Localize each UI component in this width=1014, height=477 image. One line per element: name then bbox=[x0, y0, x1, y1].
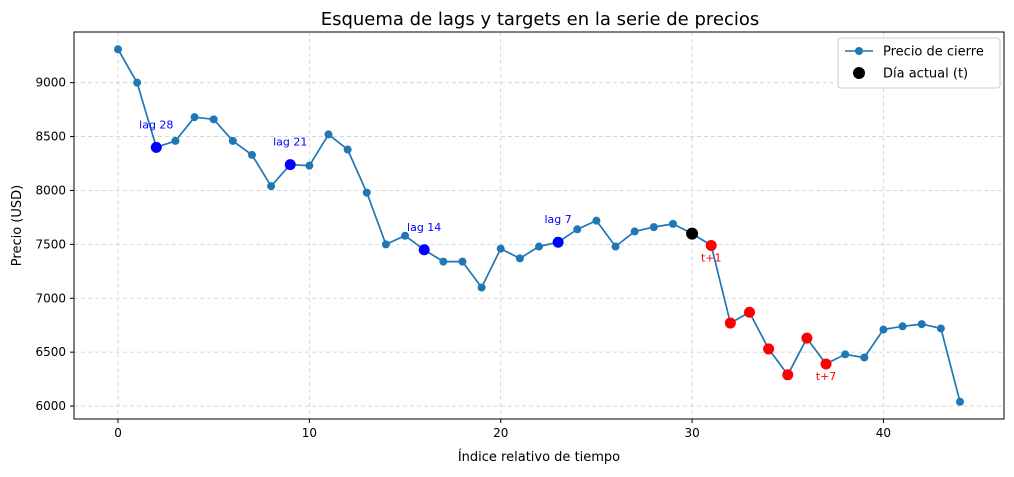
data-point bbox=[305, 161, 314, 170]
target-marker bbox=[743, 306, 755, 318]
target-marker bbox=[801, 332, 813, 344]
legend-box bbox=[837, 37, 1001, 89]
lag-marker bbox=[284, 159, 296, 171]
data-point bbox=[573, 225, 582, 234]
legend-label-current: Día actual (t) bbox=[883, 67, 968, 82]
data-point bbox=[439, 257, 448, 266]
data-point bbox=[381, 240, 390, 249]
legend-current-marker bbox=[853, 67, 865, 79]
target-label: t+7 bbox=[816, 370, 837, 383]
lag-marker bbox=[552, 236, 564, 248]
target-marker bbox=[724, 317, 736, 329]
data-point bbox=[343, 145, 352, 154]
target-marker bbox=[782, 369, 794, 381]
target-marker bbox=[705, 239, 717, 251]
data-point bbox=[936, 324, 945, 333]
y-tick-label: 9000 bbox=[35, 76, 66, 90]
x-tick-label: 30 bbox=[684, 426, 699, 440]
data-point bbox=[228, 136, 237, 145]
y-axis-label: Precio (USD) bbox=[10, 185, 25, 266]
legend-label-price: Precio de cierre bbox=[883, 45, 984, 60]
plot-frame bbox=[73, 31, 1005, 420]
y-tick-label: 6500 bbox=[35, 345, 66, 359]
data-point bbox=[841, 350, 850, 359]
lag-label: lag 14 bbox=[407, 221, 441, 234]
legend: Precio de cierre Día actual (t) bbox=[837, 37, 1001, 89]
lag-marker bbox=[418, 244, 430, 256]
data-point bbox=[324, 130, 333, 139]
data-point bbox=[535, 242, 543, 251]
data-point bbox=[247, 150, 256, 159]
data-point bbox=[190, 113, 199, 122]
data-point bbox=[955, 397, 964, 406]
data-point bbox=[458, 257, 467, 266]
y-tick-label: 8000 bbox=[35, 183, 66, 197]
data-point bbox=[515, 254, 524, 263]
y-tick-label: 6000 bbox=[35, 399, 66, 413]
x-axis-label: Índice relativo de tiempo bbox=[458, 449, 620, 465]
target-marker bbox=[820, 358, 832, 370]
data-point bbox=[496, 244, 505, 253]
lag-label: lag 7 bbox=[544, 213, 571, 226]
data-point bbox=[401, 231, 410, 240]
data-point bbox=[649, 223, 658, 232]
y-tick-label: 7000 bbox=[35, 291, 66, 305]
chart-title: Esquema de lags y targets en la serie de… bbox=[321, 9, 760, 30]
x-tick-label: 20 bbox=[493, 426, 508, 440]
x-tick-label: 0 bbox=[114, 426, 122, 440]
data-point bbox=[209, 115, 218, 124]
current-day-marker bbox=[686, 227, 699, 240]
data-point bbox=[362, 188, 371, 197]
data-point bbox=[171, 136, 180, 145]
y-tick-label: 7500 bbox=[35, 237, 66, 251]
data-point bbox=[611, 242, 620, 251]
data-point bbox=[114, 45, 123, 54]
data-point bbox=[898, 322, 907, 331]
data-point bbox=[668, 219, 677, 228]
legend-line-marker bbox=[855, 47, 863, 55]
data-point bbox=[630, 227, 639, 236]
y-tick-label: 8500 bbox=[35, 130, 66, 144]
axis-ticks: 0 10 20 30 40 6000 6500 7000 7500 8000 8500 9000 bbox=[35, 76, 891, 440]
lag-label: lag 28 bbox=[139, 118, 173, 131]
data-point bbox=[917, 320, 926, 329]
data-point bbox=[267, 182, 276, 191]
highlight-markers: lag 28 lag 21 lag 14 lag 7 t+1 t+7 bbox=[139, 118, 836, 383]
lag-marker bbox=[150, 141, 162, 153]
data-point bbox=[592, 216, 601, 225]
x-tick-label: 10 bbox=[302, 426, 317, 440]
data-point bbox=[133, 78, 142, 87]
target-label: t+1 bbox=[701, 251, 722, 264]
x-tick-label: 40 bbox=[876, 426, 891, 440]
data-point bbox=[860, 353, 869, 362]
data-point bbox=[879, 325, 888, 334]
data-point bbox=[477, 283, 486, 292]
target-marker bbox=[763, 343, 775, 355]
lag-label: lag 21 bbox=[273, 136, 307, 149]
